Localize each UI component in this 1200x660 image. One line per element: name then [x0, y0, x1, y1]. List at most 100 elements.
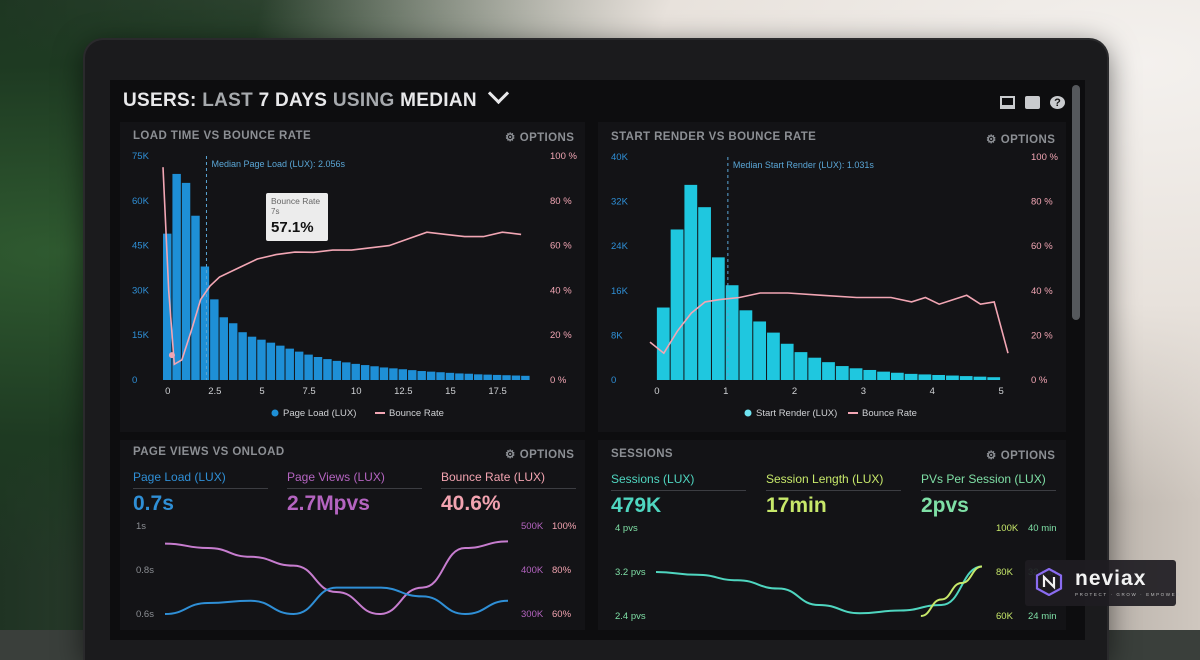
y2-tick-label: 400K: [521, 565, 544, 576]
legend-swatch: [744, 409, 752, 417]
bar: [511, 375, 521, 380]
bar: [987, 377, 1001, 380]
bounce-rate-line: [162, 167, 522, 366]
metric-divider: [766, 490, 901, 491]
options-label: OPTIONS: [1000, 134, 1056, 146]
gear-icon: ⚙: [986, 134, 997, 146]
logo-tagline: PROTECT · GROW · EMPOWER: [1075, 592, 1182, 597]
y-tick-label: 40K: [611, 152, 629, 163]
bar: [360, 365, 370, 380]
y-tick-label: 3.2 pvs: [615, 567, 646, 578]
title-range-value: 7 DAYS: [258, 90, 328, 111]
x-tick-label: 5: [259, 386, 264, 397]
metric-label: PVs Per Session (LUX): [921, 472, 1046, 486]
options-button[interactable]: ⚙ OPTIONS: [986, 132, 1055, 146]
y2-tick-label: 100 %: [550, 151, 577, 162]
bar: [323, 359, 332, 380]
metric-label: Sessions (LUX): [611, 472, 695, 486]
y2-tick-label: 80 %: [1031, 197, 1053, 208]
x-tick-label: 10: [351, 386, 362, 397]
bar: [932, 374, 946, 380]
bar: [670, 229, 684, 380]
y-tick-label: 24K: [611, 241, 629, 252]
legend-swatch: [271, 409, 279, 417]
bar: [835, 366, 849, 380]
options-label: OPTIONS: [1000, 450, 1056, 462]
tooltip-title: Bounce Rate: [271, 196, 320, 206]
x-tick-label: 2.5: [208, 386, 221, 397]
y-tick-label: 45K: [132, 241, 150, 252]
panel-title: PAGE VIEWS VS ONLOAD: [133, 446, 285, 458]
x-tick-label: 7.5: [302, 386, 315, 397]
metric-label: Bounce Rate (LUX): [441, 470, 546, 484]
y2-tick-label: 80K: [996, 567, 1014, 578]
y2-tick-label: 20 %: [550, 330, 572, 341]
bar: [379, 367, 389, 380]
chart-load-time-vs-bounce: 75K 60K 45K 30K 15K 0 100 % 80 % 60 % 40 % 20 % 0 %…: [132, 151, 577, 419]
y2-tick-label: 80 %: [550, 196, 572, 207]
options-label: OPTIONS: [519, 132, 575, 144]
x-tick-label: 17.5: [488, 386, 507, 397]
y-tick-label: 32K: [611, 197, 629, 208]
y2-tick-label: 100 %: [1031, 152, 1058, 163]
y-tick-label: 75K: [132, 151, 150, 162]
bar: [426, 371, 436, 380]
metric-value: 2.7Mpvs: [287, 492, 370, 515]
bar: [753, 321, 767, 380]
scrollbar[interactable]: [1072, 85, 1080, 320]
y-tick-label: 4 pvs: [615, 523, 638, 534]
help-icon[interactable]: ?: [1050, 96, 1065, 109]
series-line: [164, 540, 509, 616]
x-tick-label: 4: [930, 386, 935, 397]
metric-divider: [287, 488, 422, 489]
median-label: Median Page Load (LUX): 2.056s: [211, 159, 345, 169]
bar: [200, 266, 210, 380]
y2-tick-label: 40 %: [550, 285, 572, 296]
y2-tick-label: 60 %: [550, 241, 572, 252]
y-tick-label: 15K: [132, 330, 150, 341]
monitor-icon[interactable]: [1000, 96, 1015, 109]
x-tick-label: 5: [998, 386, 1003, 397]
title-using-label: USING: [332, 90, 395, 111]
metric-divider: [441, 488, 576, 489]
bar: [863, 369, 877, 380]
options-button[interactable]: ⚙ OPTIONS: [986, 448, 1055, 462]
bar: [780, 343, 794, 380]
bar: [247, 336, 257, 380]
bar: [502, 375, 511, 380]
y3-tick-label: 80%: [552, 565, 572, 576]
y3-tick-label: 100%: [552, 521, 577, 532]
bar: [822, 362, 835, 380]
options-button[interactable]: ⚙ OPTIONS: [505, 130, 574, 144]
bar: [304, 354, 313, 380]
toolbar-icons: ?: [1000, 96, 1065, 109]
bar: [904, 373, 918, 380]
panel-title: START RENDER VS BOUNCE RATE: [611, 131, 817, 143]
bar: [464, 373, 474, 380]
bar: [946, 375, 959, 380]
metric-label: Session Length (LUX): [766, 472, 884, 486]
bar: [181, 182, 191, 380]
metric-label: Page Load (LUX): [133, 470, 226, 484]
gear-icon: ⚙: [505, 132, 516, 144]
panel-title: LOAD TIME VS BOUNCE RATE: [133, 130, 312, 142]
bounce-rate-line: [649, 292, 1009, 355]
y-tick-label: 0: [132, 375, 137, 386]
bar: [436, 372, 445, 380]
bar: [313, 357, 323, 380]
options-button[interactable]: ⚙ OPTIONS: [505, 447, 574, 461]
logo-mark-icon: [1035, 568, 1063, 596]
share-icon[interactable]: [1025, 96, 1040, 109]
y3-tick-label: 60%: [552, 609, 572, 620]
brand-logo: neviax PROTECT · GROW · EMPOWER: [1025, 560, 1179, 606]
bar: [455, 373, 464, 380]
page-title[interactable]: USERS: LAST 7 DAYS USING MEDIAN: [123, 82, 509, 112]
logo-wordmark: neviax: [1075, 567, 1147, 590]
y2-tick-label: 500K: [521, 521, 544, 532]
bar: [849, 368, 863, 380]
legend-label: Bounce Rate: [862, 408, 917, 419]
bar: [656, 307, 670, 380]
series-line: [164, 586, 509, 616]
metric-divider: [921, 490, 1056, 491]
bar: [266, 342, 276, 380]
